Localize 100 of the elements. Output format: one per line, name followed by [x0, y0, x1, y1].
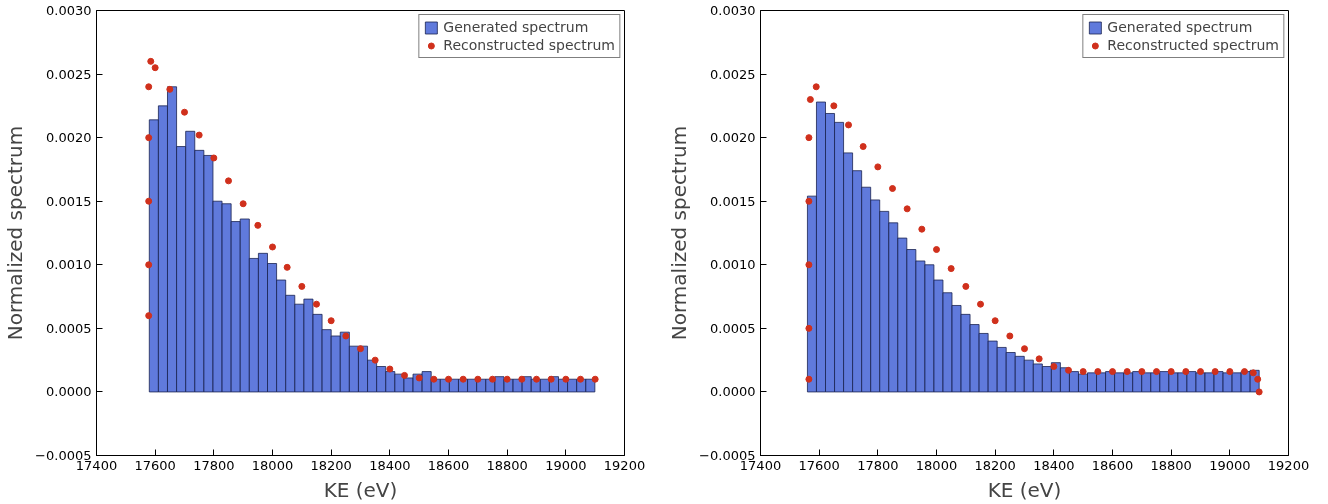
point — [503, 375, 511, 383]
point — [147, 57, 155, 65]
point — [903, 205, 911, 213]
point — [254, 221, 262, 229]
y-axis-title: Normalized spectrum — [3, 125, 28, 341]
point — [445, 375, 452, 383]
x-tick-label: 18200 — [310, 457, 352, 473]
point — [806, 96, 814, 103]
x-tick-label: 17600 — [798, 457, 840, 473]
y-tick-label: 0.0000 — [710, 384, 756, 400]
x-tick-label: 17600 — [134, 457, 176, 473]
x-tick-label: 19000 — [545, 457, 587, 473]
point — [1094, 368, 1102, 376]
point — [1153, 368, 1160, 376]
y-axis-title: Normalized spectrum — [667, 125, 692, 341]
y-tick-label: 0.0025 — [46, 66, 92, 82]
point — [845, 121, 852, 129]
x-tick-label: 18000 — [915, 457, 958, 473]
point — [166, 85, 174, 93]
point — [805, 375, 813, 383]
x-tick-label: 17800 — [857, 457, 899, 473]
x-tick-label: 18600 — [427, 457, 470, 473]
y-tick-label: 0.0030 — [46, 3, 92, 18]
y-tick-label: 0.0010 — [46, 257, 92, 273]
x-tick-label: 18800 — [1150, 457, 1192, 473]
point — [1035, 355, 1043, 363]
y-tick-label: 0.0005 — [46, 320, 92, 336]
y-tick-label: 0.0025 — [710, 66, 756, 82]
point — [210, 154, 218, 162]
point — [918, 225, 926, 233]
point — [577, 375, 584, 383]
x-tick-label: 19000 — [1209, 457, 1251, 473]
y-tick-label: 0.0030 — [710, 3, 756, 18]
x-tick-label: 18400 — [1033, 457, 1075, 473]
point — [947, 265, 955, 273]
point — [298, 282, 306, 290]
x-axis-title: KE (eV) — [987, 477, 1062, 502]
x-tick-label: 18200 — [974, 457, 1016, 473]
point — [474, 375, 482, 383]
point — [1167, 368, 1175, 376]
point — [1182, 368, 1190, 376]
point — [459, 375, 467, 383]
point — [1241, 368, 1248, 376]
point — [805, 324, 813, 332]
point — [145, 312, 153, 320]
x-tick-label: 17800 — [193, 457, 235, 473]
point — [283, 263, 291, 271]
x-tick-label: 18800 — [486, 457, 528, 473]
point — [1050, 363, 1058, 370]
point — [1021, 345, 1028, 353]
x-tick-label: 19200 — [603, 457, 646, 473]
point — [1211, 368, 1219, 376]
y-tick-label: 0.0015 — [710, 193, 756, 209]
point — [533, 375, 540, 383]
point — [547, 375, 555, 383]
point — [933, 246, 940, 254]
point — [357, 345, 364, 353]
point — [1249, 369, 1257, 377]
point — [991, 317, 999, 325]
point — [830, 102, 838, 110]
x-tick-label: 18600 — [1091, 457, 1134, 473]
point — [145, 197, 153, 205]
point — [313, 300, 320, 308]
x-tick-label: 19200 — [1267, 457, 1310, 473]
point — [977, 300, 984, 308]
point — [591, 375, 599, 383]
legend-label: Generated spectrum — [1107, 19, 1253, 35]
y-tick-label: 0.0020 — [710, 130, 756, 146]
point — [1138, 368, 1146, 376]
point — [1226, 368, 1234, 376]
legend-label: Reconstructed spectrum — [443, 37, 615, 53]
legend-label: Generated spectrum — [443, 19, 589, 35]
point — [805, 197, 813, 205]
y-tick-label: 0.0005 — [710, 320, 756, 336]
x-tick-label: 18400 — [369, 457, 411, 473]
point — [151, 64, 159, 72]
point — [1109, 368, 1116, 376]
x-tick-label: 18000 — [251, 457, 294, 473]
point — [327, 317, 335, 325]
point — [430, 375, 438, 383]
point — [805, 261, 813, 269]
point — [145, 261, 153, 269]
point — [1255, 388, 1263, 396]
point — [195, 131, 203, 139]
point — [1123, 368, 1131, 376]
point — [269, 243, 276, 251]
point — [889, 185, 896, 192]
point — [225, 177, 232, 185]
point — [1079, 368, 1087, 376]
point — [386, 365, 394, 373]
point — [371, 356, 379, 364]
point — [562, 375, 570, 383]
point — [145, 83, 153, 91]
y-tick-label: 0.0000 — [46, 384, 92, 400]
point — [859, 143, 867, 151]
point — [1065, 366, 1072, 374]
y-tick-label: 0.0015 — [46, 193, 92, 209]
point — [518, 375, 526, 383]
point — [342, 332, 350, 340]
point — [1197, 368, 1204, 376]
